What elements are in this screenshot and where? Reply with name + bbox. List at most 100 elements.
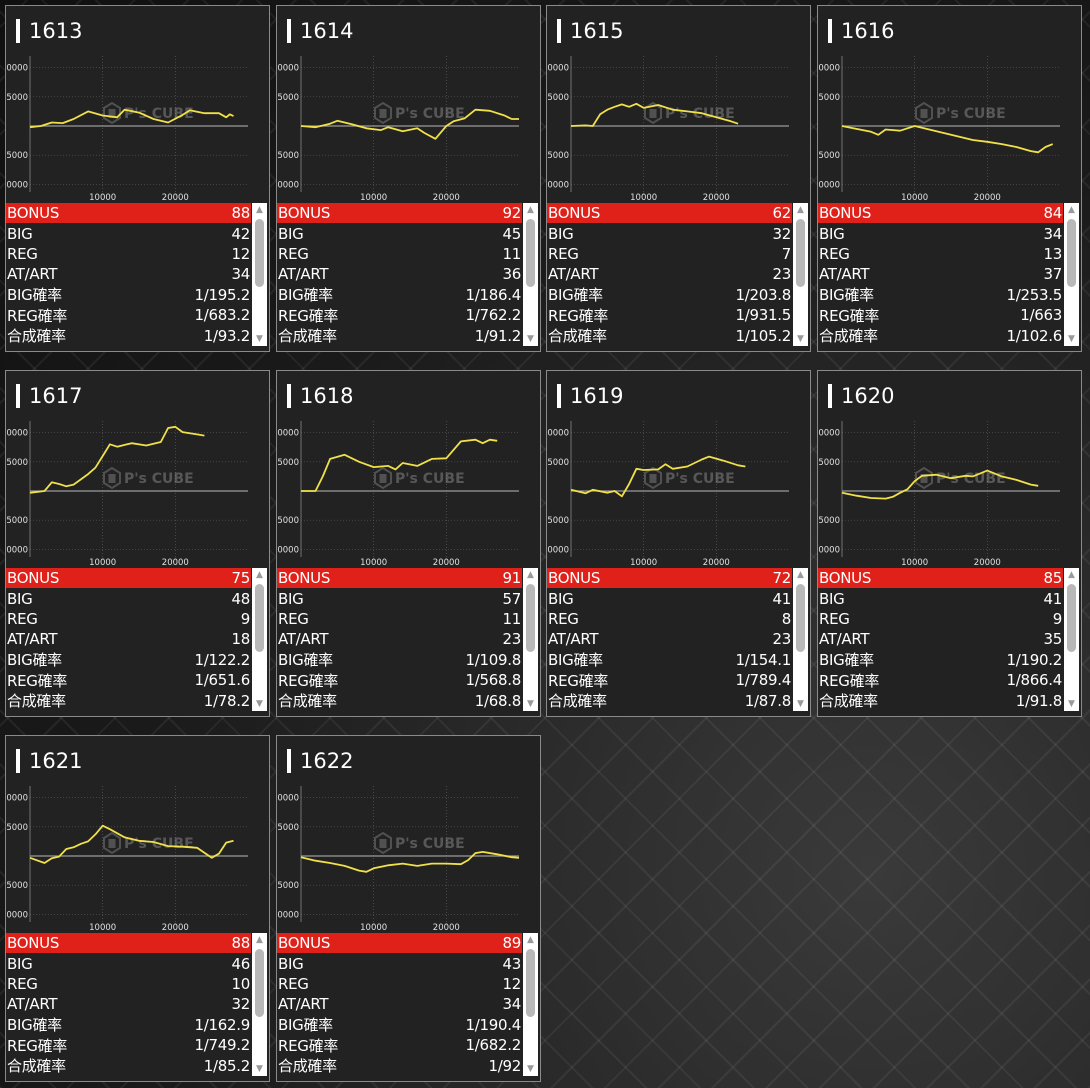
stats-scrollbar[interactable]: ▲ ▼	[252, 933, 267, 1076]
stat-label: REG確率	[278, 671, 339, 690]
watermark-text: P's CUBE	[124, 471, 194, 487]
stat-row-at-art: AT/ART 36	[277, 264, 522, 284]
machine-card[interactable]: 1616 10000 5000 -5000 -10000 10000 20000 P's CU…	[817, 5, 1082, 352]
stat-value: 1/682.2	[465, 1036, 522, 1055]
scrollbar-thumb[interactable]	[255, 219, 264, 287]
stat-value: 57	[502, 589, 522, 608]
stats-scrollbar[interactable]: ▲ ▼	[252, 203, 267, 346]
triangle-down-icon[interactable]: ▼	[1068, 698, 1075, 709]
stats-scrollbar[interactable]: ▲ ▼	[523, 568, 538, 711]
machine-card[interactable]: 1622 10000 5000 -5000 -10000 10000 20000 P's CU…	[276, 735, 541, 1082]
machine-card[interactable]: 1615100005000-5000-100001000020000P's CU…	[546, 5, 811, 352]
machine-card[interactable]: 1618 10000 5000 -5000 -10000 10000 20000 P's CU…	[276, 370, 541, 717]
stat-label: BONUS	[819, 569, 872, 588]
scrollbar-thumb[interactable]	[526, 219, 535, 287]
stat-value: 1/122.2	[194, 650, 251, 669]
triangle-down-icon[interactable]: ▼	[1068, 333, 1075, 344]
machine-card[interactable]: 1614 10000 5000 -5000 -10000 10000 20000 P's CU…	[276, 5, 541, 352]
payout-line	[29, 824, 234, 864]
triangle-down-icon[interactable]: ▼	[527, 333, 534, 344]
machine-card[interactable]: 1619 10000 5000 -5000 -10000 10000 20000 P's CU…	[546, 370, 811, 717]
triangle-up-icon[interactable]: ▲	[256, 934, 263, 945]
stat-value: 23	[772, 265, 792, 284]
stat-row-bonus: BONUS 84	[818, 203, 1063, 224]
stat-label: BONUS	[278, 934, 331, 953]
stat-value: 23	[772, 630, 792, 649]
machine-card[interactable]: 1613 10000 5000 -5000 -10000 10000 20000 P's CU…	[5, 5, 270, 352]
stats-scrollbar[interactable]: ▲ ▼	[793, 568, 808, 711]
stat-label: BIG	[548, 224, 574, 243]
stats-scrollbar[interactable]: ▲ ▼	[252, 568, 267, 711]
stats-scrollbar[interactable]: ▲ ▼	[523, 203, 538, 346]
stat-value: 1/762.2	[465, 306, 522, 325]
stat-row-big-rate: BIG確率 1/109.8	[277, 650, 522, 670]
triangle-down-icon[interactable]: ▼	[527, 698, 534, 709]
stats-scrollbar[interactable]: ▲ ▼	[1064, 203, 1079, 346]
stat-label: AT/ART	[7, 630, 58, 649]
scrollbar-thumb[interactable]	[1067, 584, 1076, 652]
triangle-down-icon[interactable]: ▼	[797, 698, 804, 709]
stat-value: 7	[781, 244, 792, 263]
triangle-up-icon[interactable]: ▲	[527, 569, 534, 580]
triangle-up-icon[interactable]: ▲	[256, 569, 263, 580]
stat-label: BONUS	[7, 204, 60, 223]
stats-scrollbar[interactable]: ▲ ▼	[1064, 568, 1079, 711]
stat-row-reg: REG 8	[547, 609, 792, 629]
scrollbar-thumb[interactable]	[796, 584, 805, 652]
y-tick-label: -10000	[818, 180, 840, 190]
stat-row-reg: REG 11	[277, 244, 522, 264]
triangle-down-icon[interactable]: ▼	[797, 333, 804, 344]
triangle-up-icon[interactable]: ▲	[527, 934, 534, 945]
stat-value: 1/683.2	[194, 306, 251, 325]
triangle-down-icon[interactable]: ▼	[527, 1063, 534, 1074]
y-tick-label: 5000	[277, 823, 299, 833]
stat-row-reg-rate: REG確率 1/683.2	[6, 305, 251, 325]
y-tick-label: 5000	[277, 93, 299, 103]
x-tick-label: 10000	[360, 193, 387, 202]
scrollbar-thumb[interactable]	[796, 219, 805, 287]
scrollbar-thumb[interactable]	[526, 584, 535, 652]
triangle-down-icon[interactable]: ▼	[256, 1063, 263, 1074]
machine-card[interactable]: 1617 10000 5000 -5000 -10000 10000 20000 P's CU…	[5, 370, 270, 717]
machine-number: 1619	[557, 383, 623, 409]
title-marker	[287, 19, 291, 43]
stat-label: BIG	[7, 224, 33, 243]
y-tick-label: -10000	[547, 545, 569, 555]
stat-value: 23	[502, 630, 522, 649]
y-tick-label: 10000	[818, 429, 840, 439]
stat-row-reg-rate: REG確率 1/749.2	[6, 1035, 251, 1055]
stat-value: 1/105.2	[735, 326, 792, 345]
stat-label: BONUS	[548, 204, 601, 223]
triangle-up-icon[interactable]: ▲	[1068, 569, 1075, 580]
stats-scrollbar[interactable]: ▲ ▼	[523, 933, 538, 1076]
stat-label: BIG確率	[7, 1016, 62, 1035]
y-tick-label: 5000	[6, 93, 28, 103]
scrollbar-thumb[interactable]	[526, 949, 535, 1017]
stat-row-combined-rate: 合成確率 1/85.2	[6, 1055, 251, 1076]
triangle-up-icon[interactable]: ▲	[797, 204, 804, 215]
stat-row-big-rate: BIG確率 1/190.4	[277, 1015, 522, 1035]
stat-label: AT/ART	[548, 265, 599, 284]
scrollbar-thumb[interactable]	[1067, 219, 1076, 287]
machine-number-text: 1622	[300, 749, 354, 773]
triangle-up-icon[interactable]: ▲	[256, 204, 263, 215]
stat-value: 12	[231, 244, 251, 263]
y-tick-label: 10000	[6, 794, 28, 804]
stat-row-reg-rate: REG確率 1/682.2	[277, 1035, 522, 1055]
stat-row-big-rate: BIG確率 1/154.1	[547, 650, 792, 670]
stat-value: 34	[231, 265, 251, 284]
stat-label: BIG確率	[548, 651, 603, 670]
stats-scrollbar[interactable]: ▲ ▼	[793, 203, 808, 346]
triangle-up-icon[interactable]: ▲	[527, 204, 534, 215]
triangle-up-icon[interactable]: ▲	[1068, 204, 1075, 215]
scrollbar-thumb[interactable]	[255, 949, 264, 1017]
machine-card[interactable]: 1620 10000 5000 -5000 -10000 10000 20000 P's CU…	[817, 370, 1082, 717]
triangle-up-icon[interactable]: ▲	[797, 569, 804, 580]
triangle-down-icon[interactable]: ▼	[256, 333, 263, 344]
triangle-down-icon[interactable]: ▼	[256, 698, 263, 709]
scrollbar-thumb[interactable]	[255, 584, 264, 652]
y-tick-label: -5000	[6, 881, 28, 891]
machine-card[interactable]: 1621 10000 5000 -5000 -10000 10000 20000 P's CU…	[5, 735, 270, 1082]
